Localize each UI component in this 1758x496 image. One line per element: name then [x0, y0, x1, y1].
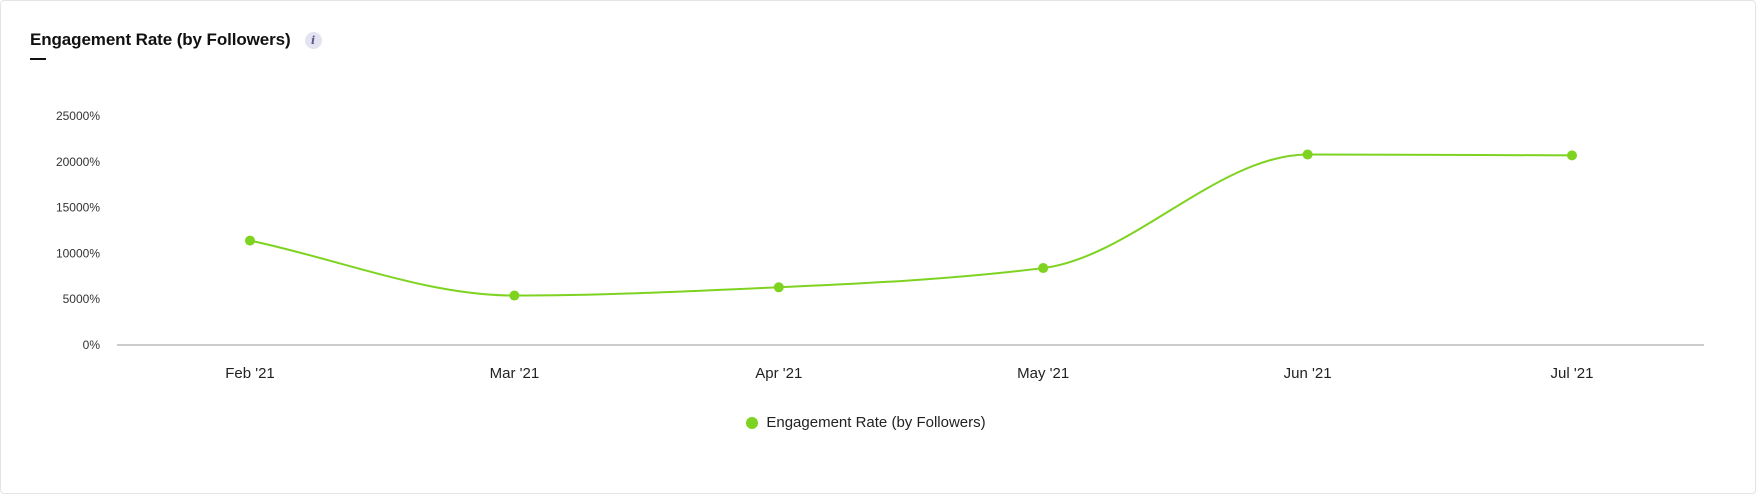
legend-label: Engagement Rate (by Followers) [766, 414, 986, 431]
chart-title: Engagement Rate (by Followers) [30, 30, 291, 49]
y-tick-label: 25000% [56, 109, 100, 123]
x-tick-label: Feb '21 [225, 365, 275, 382]
x-tick-label: Jun '21 [1284, 365, 1332, 382]
info-icon[interactable]: i [304, 31, 322, 49]
y-tick-label: 20000% [56, 155, 100, 169]
x-axis-ticks: Feb '21 Mar '21 Apr '21 May '21 Jun '21 Jul '… [225, 365, 1593, 382]
data-point[interactable] [1302, 149, 1313, 160]
data-point[interactable] [1567, 150, 1577, 161]
x-tick-label: Jul '21 [1551, 365, 1594, 382]
x-tick-label: Apr '21 [755, 365, 802, 382]
series-line [249, 153, 1573, 297]
series-points [245, 149, 1577, 301]
legend-marker [746, 416, 759, 429]
data-point[interactable] [773, 282, 784, 293]
x-tick-label: May '21 [1017, 365, 1069, 382]
legend-item[interactable]: Engagement Rate (by Followers) [746, 414, 986, 431]
data-point[interactable] [245, 235, 255, 246]
chart-legend: Engagement Rate (by Followers) [0, 414, 1758, 431]
y-tick-label: 0% [83, 338, 101, 352]
title-underline [30, 58, 46, 60]
y-tick-label: 15000% [56, 201, 100, 215]
y-tick-label: 10000% [56, 246, 100, 260]
data-point[interactable] [1038, 263, 1049, 274]
x-tick-label: Mar '21 [490, 365, 540, 382]
chart-header: Engagement Rate (by Followers) i [30, 30, 322, 50]
y-tick-label: 5000% [63, 292, 101, 306]
data-point[interactable] [509, 290, 520, 301]
y-axis-ticks: 0% 5000% 10000% 15000% 20000% 25000% [56, 109, 100, 352]
